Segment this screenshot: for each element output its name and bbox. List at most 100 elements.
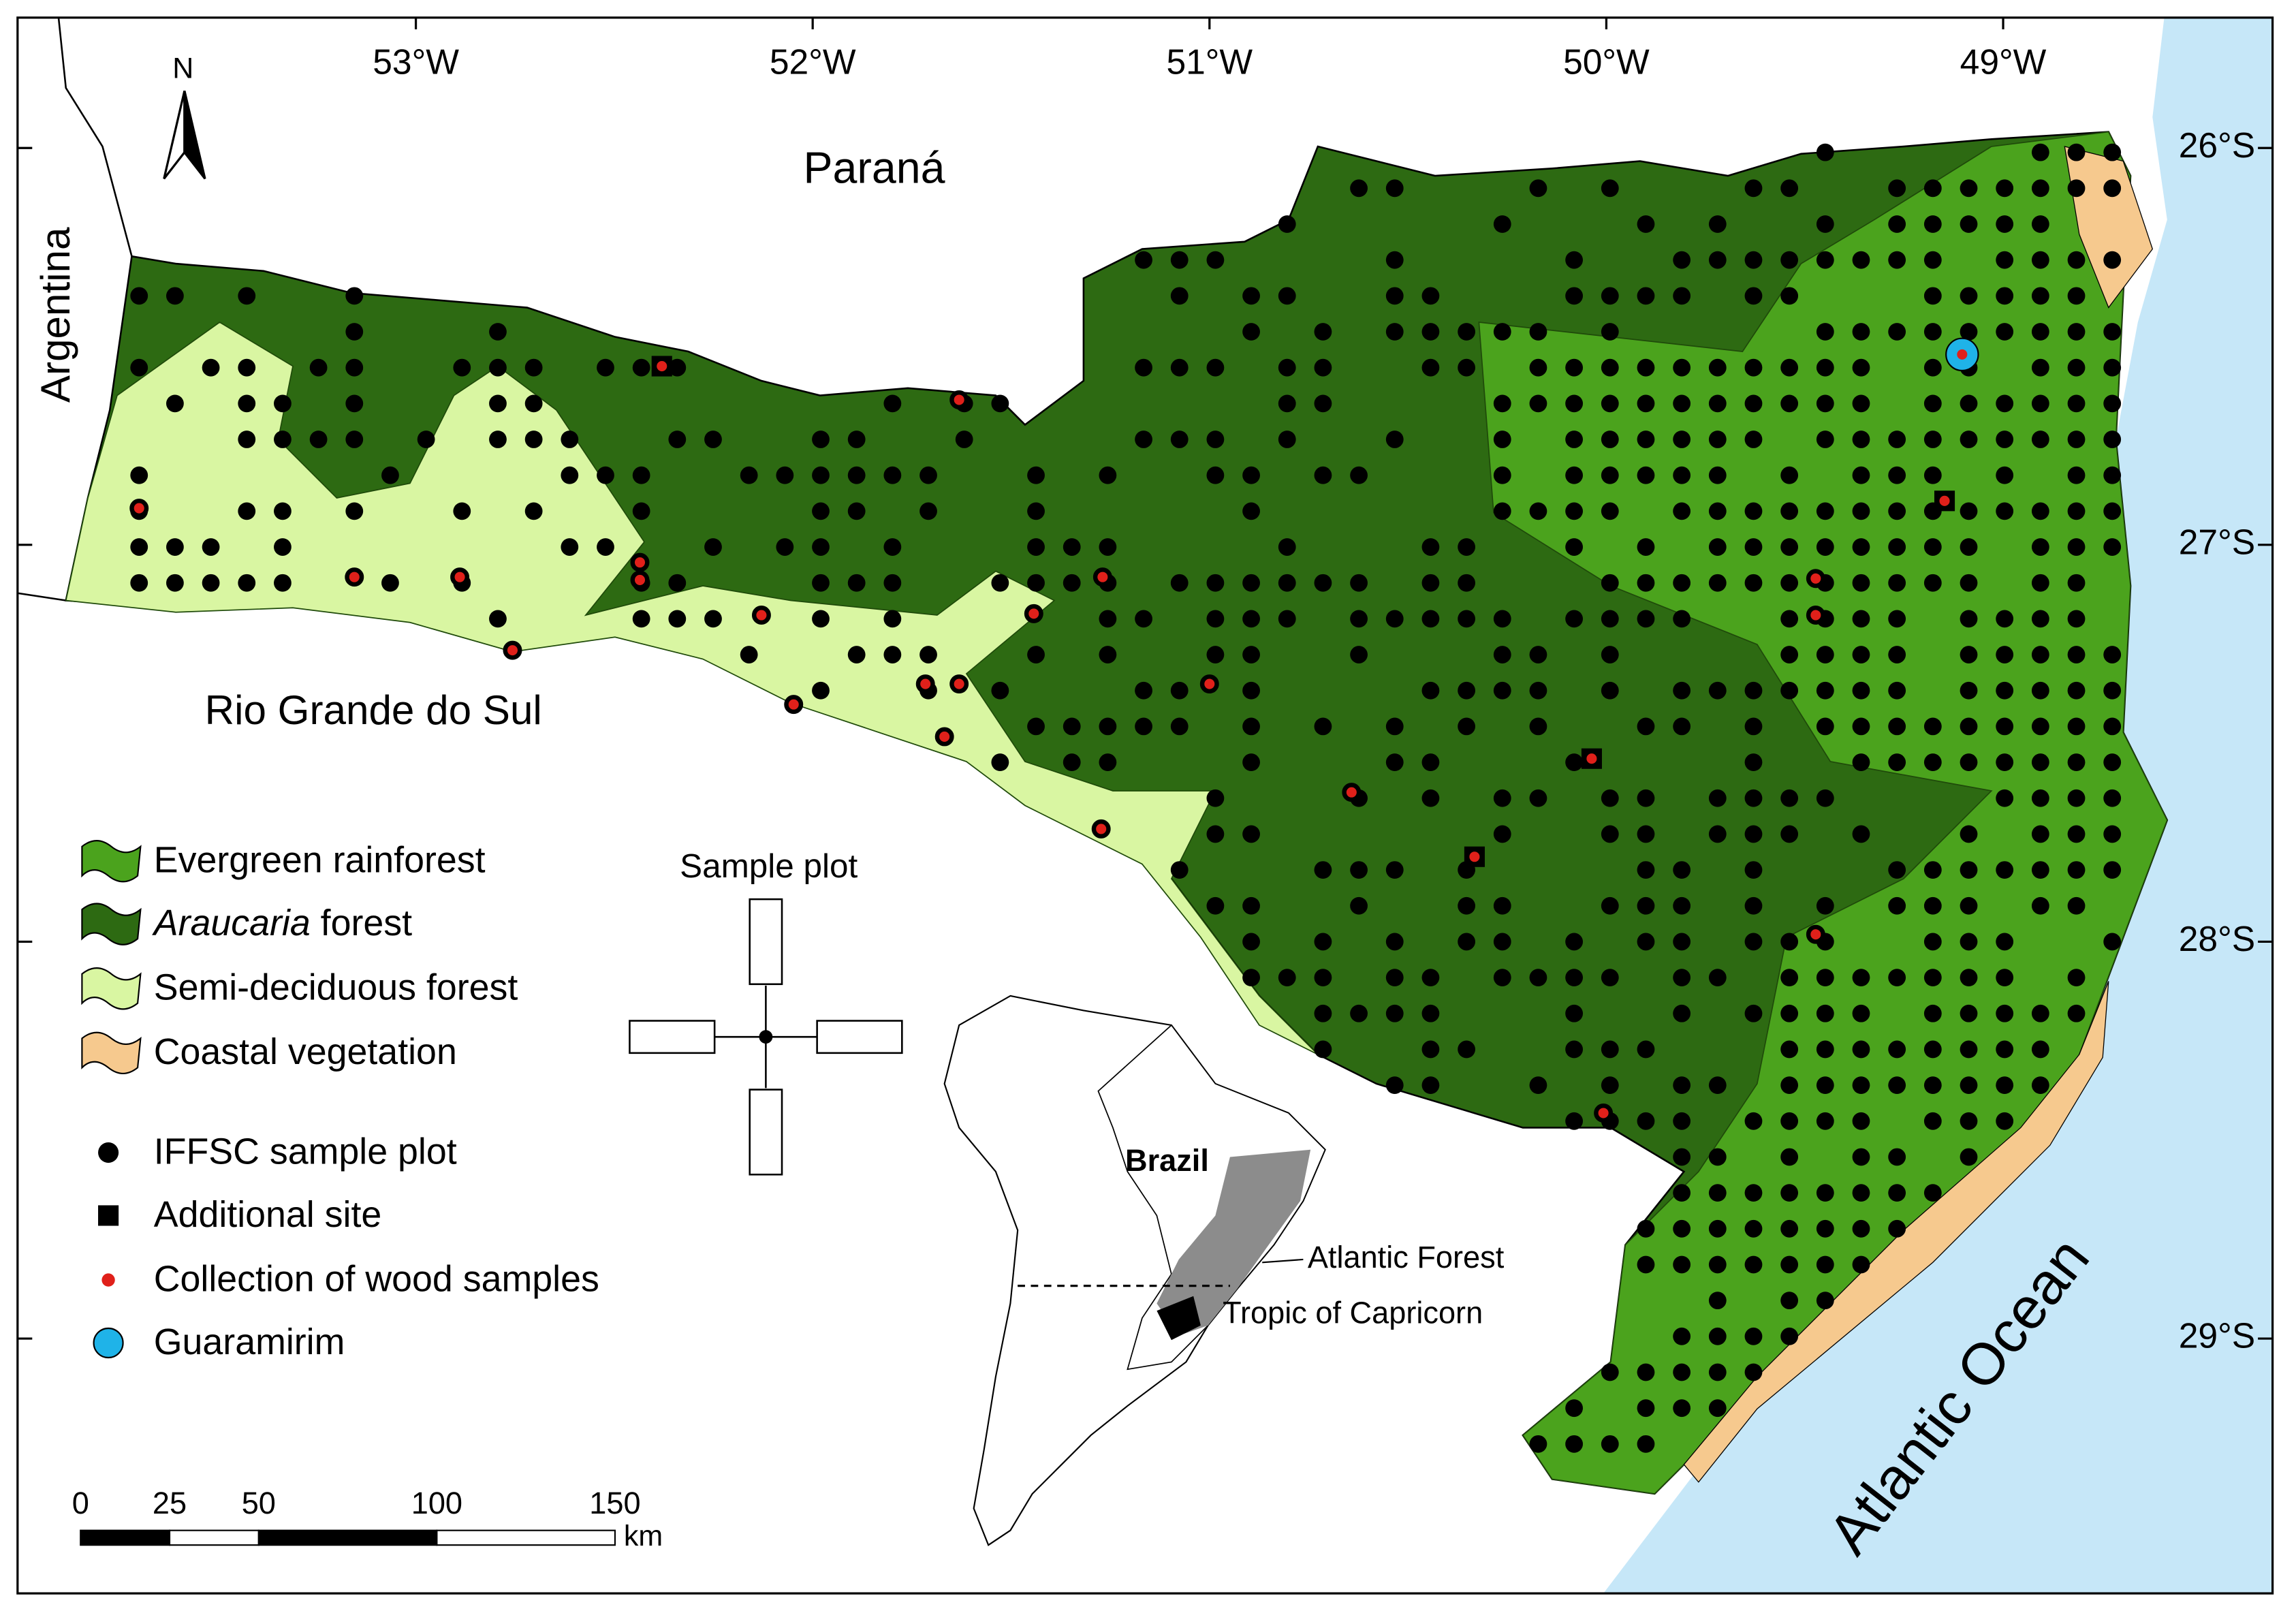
sample-plot-dot <box>1278 574 1296 592</box>
sample-plot-dot <box>1206 646 1225 663</box>
sample-plot-dot <box>524 431 543 448</box>
sample-plot-dot <box>1852 394 1870 413</box>
sample-plot-dot <box>1708 1148 1727 1166</box>
sample-plot-dot <box>1601 681 1619 700</box>
sample-plot-dot <box>1529 681 1547 700</box>
sample-plot-dot <box>2031 1076 2049 1095</box>
sample-plot-dot <box>2031 861 2049 879</box>
sample-plot-dot <box>1852 574 1870 592</box>
sample-plot-dot <box>1673 681 1691 700</box>
sample-plot-dot <box>309 358 328 377</box>
sample-plot-dot <box>1852 1219 1870 1238</box>
sample-plot-dot <box>1888 681 1906 700</box>
sample-plot-dot <box>1780 1327 1799 1345</box>
sample-plot-dot <box>1780 933 1799 951</box>
sample-plot-dot <box>632 610 650 628</box>
sample-plot-dot <box>1816 215 1834 233</box>
sample-plot-dot <box>1565 1399 1584 1418</box>
sample-plot-dot <box>1458 323 1475 341</box>
sample-plot-dot <box>1960 933 1978 951</box>
subplot <box>816 1020 903 1054</box>
sample-plot-dot <box>2067 287 2086 305</box>
sample-plot-dot <box>2103 825 2122 843</box>
sample-plot-dot <box>1744 825 1763 843</box>
legend-label: Semi-deciduous forest <box>154 967 518 1008</box>
scale-label: 150 <box>589 1486 640 1520</box>
sample-plot-dot <box>1278 431 1296 448</box>
sample-plot-dot <box>1960 431 1978 448</box>
sample-plot-dot <box>2031 574 2049 592</box>
sample-plot-dot <box>1923 215 1942 233</box>
sample-plot-dot <box>1637 610 1655 628</box>
additional-site-center <box>1939 495 1950 506</box>
legend-symbol <box>98 1205 119 1226</box>
sample-plot-dot <box>1565 753 1584 771</box>
sample-plot-dot <box>1960 323 1978 341</box>
sample-plot-dot <box>1027 574 1045 592</box>
sample-plot-dot <box>1637 1040 1655 1059</box>
sample-plot-dot <box>1996 646 2014 663</box>
sample-plot-dot <box>2031 753 2049 771</box>
sample-plot-dot <box>1421 538 1440 556</box>
sample-plot-dot <box>1816 1112 1834 1130</box>
sample-plot-dot <box>1996 1040 2014 1059</box>
sample-plot-dot <box>1852 1004 1870 1022</box>
sample-plot-dot <box>1242 825 1260 843</box>
sample-plot-dot <box>1601 394 1619 413</box>
sample-plot-dot <box>2067 143 2086 161</box>
sample-plot-dot <box>1529 969 1547 987</box>
sample-plot-dot <box>2103 466 2122 484</box>
sample-plot-dot <box>1816 1040 1834 1059</box>
sample-plot-dot <box>1135 717 1152 736</box>
sample-plot-dot <box>1170 287 1189 305</box>
sample-plot-dot <box>1601 502 1619 520</box>
sample-plot-dot <box>1135 358 1152 377</box>
sample-plot-dot <box>1888 646 1906 663</box>
sample-plot-dot <box>1888 538 1906 556</box>
sample-plot-dot <box>2103 251 2122 269</box>
sample-plot-dot <box>1852 358 1870 377</box>
sample-plot-dot <box>1708 358 1727 377</box>
wood-sample-center <box>920 678 931 689</box>
legend-symbol <box>93 1327 124 1359</box>
sample-plot-dot <box>1637 574 1655 592</box>
sample-plot-dot <box>1744 1363 1763 1381</box>
sample-plot-dot <box>166 574 184 592</box>
sample-plot-dot <box>1780 1255 1799 1274</box>
sample-plot-dot <box>1637 466 1655 484</box>
sample-plot-dot <box>812 574 830 592</box>
sample-plot-dot <box>1493 933 1511 951</box>
sample-plot-dot <box>1923 394 1942 413</box>
sample-plot-dot <box>1816 323 1834 341</box>
sample-plot-dot <box>1923 753 1942 771</box>
sample-plot-dot <box>1888 323 1906 341</box>
sample-plot-dot <box>1996 933 2014 951</box>
sample-plot-dot <box>1565 287 1584 305</box>
sample-plot-dot <box>1708 1399 1727 1418</box>
sample-plot-dot <box>1673 394 1691 413</box>
sample-plot-dot <box>1780 502 1799 520</box>
sample-plot-dot <box>2031 323 2049 341</box>
sample-plot-dot <box>776 466 794 484</box>
sample-plot-dot <box>1601 431 1619 448</box>
sample-plot-dot <box>1960 1004 1978 1022</box>
sample-plot-dot <box>1529 1435 1547 1453</box>
sample-plot-dot <box>202 574 220 592</box>
sample-plot-dot <box>2067 502 2086 520</box>
sample-plot-dot <box>1673 1255 1691 1274</box>
sample-plot-dot <box>1529 646 1547 663</box>
sample-plot-dot <box>668 610 687 628</box>
sample-plot-dot <box>1852 538 1870 556</box>
sample-plot-dot <box>1027 502 1045 520</box>
sample-plot-dot <box>2031 717 2049 736</box>
sample-plot-dot <box>1960 717 1978 736</box>
sample-plot-dot <box>1206 789 1225 807</box>
sample-plot-dot <box>2031 1004 2049 1022</box>
sample-plot-dot <box>1637 431 1655 448</box>
sample-plot-dot <box>2067 251 2086 269</box>
sample-plot-dot <box>1744 179 1763 198</box>
sample-plot-dot <box>1673 1184 1691 1202</box>
sample-plot-dot <box>1350 896 1368 915</box>
sample-plot-dot <box>1601 969 1619 987</box>
sample-plot-dot <box>1027 538 1045 556</box>
